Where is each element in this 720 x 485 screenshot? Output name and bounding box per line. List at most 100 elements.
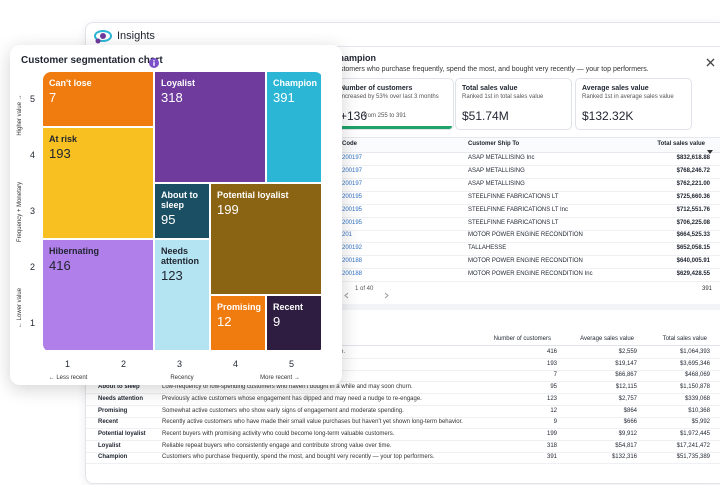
app-title: Insights [117, 30, 155, 42]
sort-icon [707, 142, 713, 154]
customer-code[interactable]: 200197 [342, 180, 363, 187]
customer-code[interactable]: 200192 [342, 245, 363, 252]
row-divider [300, 255, 720, 257]
customer-code[interactable]: 201 [342, 232, 353, 239]
x-axis-label: ← Less recent [48, 375, 88, 381]
stat-value: $51.74M [462, 109, 509, 123]
stat-value: $132.32K [582, 109, 634, 123]
segment-count: 199 [217, 202, 239, 217]
customer-code[interactable]: 200197 [342, 167, 363, 174]
close-icon [706, 54, 715, 67]
customer-code[interactable]: 200195 [342, 206, 363, 213]
segment-cell[interactable]: Needs attention 123 [155, 240, 209, 350]
y-tick-label: 2 [30, 262, 36, 272]
header-line [86, 345, 720, 346]
header-divider [86, 46, 720, 47]
total-sales: $468,069 [684, 372, 710, 379]
segment-name: Recent [98, 419, 119, 426]
y-axis-label: Frequency + Monetary [17, 181, 23, 243]
segment-cell[interactable]: Recent 9 [267, 296, 321, 350]
average-sales: $66,867 [615, 372, 637, 379]
sales-value: $640,005.91 [676, 258, 710, 265]
total-sales: $339,068 [684, 395, 710, 402]
insights-logo [94, 27, 112, 45]
x-tick-label: 1 [65, 359, 71, 369]
stat-label: Total sales value [462, 85, 518, 92]
row-divider [300, 190, 720, 192]
total-sales: $10,368 [688, 407, 710, 414]
customer-name: ASAP METALLISING [468, 180, 525, 187]
total-sales: $5,992 [691, 419, 710, 426]
customer-name: MOTOR POWER ENGINE RECONDITION [468, 232, 583, 239]
customer-code[interactable]: 200195 [342, 219, 363, 226]
segment-description: e. [340, 349, 346, 355]
row-divider [86, 428, 720, 430]
customer-count: 9 [553, 419, 557, 426]
average-sales: $864 [623, 407, 637, 414]
row-divider [86, 381, 720, 383]
row-divider [300, 229, 720, 231]
customer-name: TALLAHESSE [468, 245, 507, 252]
stat-highlight [300, 126, 452, 129]
x-axis-label: Recency [170, 375, 194, 381]
segment-name: At risk [49, 134, 78, 144]
average-sales: $9,912 [618, 430, 637, 437]
row-divider [86, 416, 720, 418]
column-header: Average sales value [580, 336, 634, 342]
segment-name: Potential loyalist [217, 190, 289, 200]
row-divider [300, 281, 720, 283]
customer-code[interactable]: 200197 [342, 155, 363, 161]
column-header[interactable]: Total sales value [657, 141, 705, 147]
column-header: Total sales value [662, 336, 707, 342]
customer-code[interactable]: 200188 [342, 258, 363, 265]
customer-name: MOTOR POWER ENGINE RECONDITION [468, 258, 583, 265]
average-sales: $2,559 [618, 349, 637, 355]
y-tick-label: 4 [30, 150, 36, 160]
customer-name: ASAP METALLISING Inc [468, 155, 535, 161]
customer-name: STEELFINNE FABRICATIONS LT [468, 193, 559, 200]
customer-count: 12 [550, 407, 557, 414]
segment-cell[interactable]: Promising 12 [211, 296, 265, 350]
y-tick-label: 5 [30, 94, 36, 104]
segment-cell[interactable]: Can't lose 7 [43, 72, 153, 126]
segment-count: 95 [161, 212, 176, 227]
customer-count: 7 [553, 372, 557, 379]
segment-cell[interactable]: Loyalist 318 [155, 72, 265, 182]
sales-value: $832,618.88 [676, 155, 710, 161]
info-icon [149, 55, 159, 68]
customer-count: 318 [546, 442, 557, 449]
segment-count: 123 [161, 268, 183, 283]
total-sales: $1,064,393 [679, 349, 710, 355]
segment-count: 318 [161, 90, 183, 105]
average-sales: $2,757 [618, 395, 637, 402]
customer-code[interactable]: 200188 [342, 271, 363, 278]
segment-description: Reliable repeat buyers who consistently … [162, 442, 392, 449]
y-tick-label: 1 [30, 318, 36, 328]
segment-title: Champion [332, 53, 376, 63]
stat-label: Number of customers [340, 85, 413, 92]
stat-value: +136 [340, 109, 368, 123]
segment-count: 9 [273, 314, 281, 329]
pagination: 1 of 40 [355, 286, 374, 292]
segment-cell[interactable]: Hibernating 416 [43, 240, 153, 350]
segment-name: Needs attention [98, 395, 144, 402]
stat-note: Ranked 1st in total sales value [462, 94, 544, 100]
row-divider [300, 177, 720, 179]
total-sales: $17,241,472 [676, 442, 710, 449]
segment-cell[interactable]: Potential loyalist 199 [211, 184, 321, 294]
average-sales: $19,147 [615, 360, 637, 367]
x-tick-label: 2 [121, 359, 127, 369]
average-sales: $54,817 [615, 442, 637, 449]
segment-description: Previously active customers whose engage… [162, 395, 422, 402]
x-tick-label: 3 [177, 359, 183, 369]
segment-cell[interactable]: About to sleep 95 [155, 184, 209, 238]
card-title: Customer segmentation chart [21, 55, 163, 66]
segment-cell[interactable]: At risk 193 [43, 128, 153, 238]
customer-count: 193 [546, 360, 557, 367]
segment-cell[interactable]: Champion 391 [267, 72, 321, 182]
customer-count: 123 [546, 395, 557, 402]
segment-name: Loyalist [98, 442, 121, 449]
page-prev [343, 286, 351, 299]
customer-code[interactable]: 200195 [342, 193, 363, 200]
segment-count: 193 [49, 146, 71, 161]
